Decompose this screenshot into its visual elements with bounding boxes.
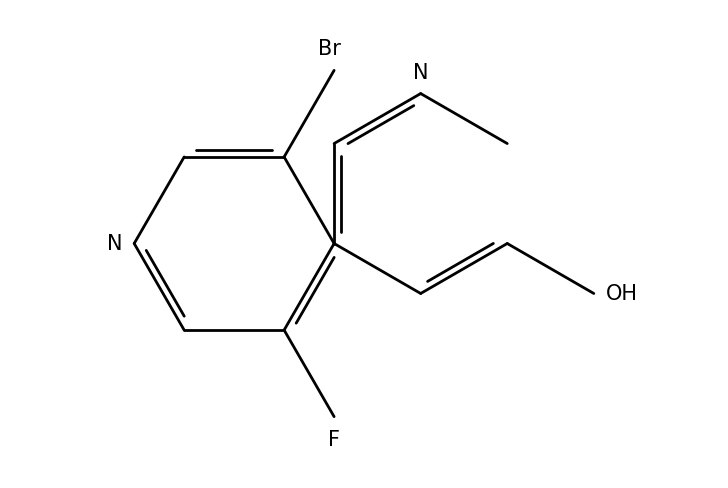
Text: F: F	[328, 429, 340, 448]
Text: Br: Br	[317, 40, 341, 59]
Text: OH: OH	[606, 284, 638, 304]
Text: N: N	[413, 62, 428, 82]
Text: N: N	[107, 234, 122, 254]
